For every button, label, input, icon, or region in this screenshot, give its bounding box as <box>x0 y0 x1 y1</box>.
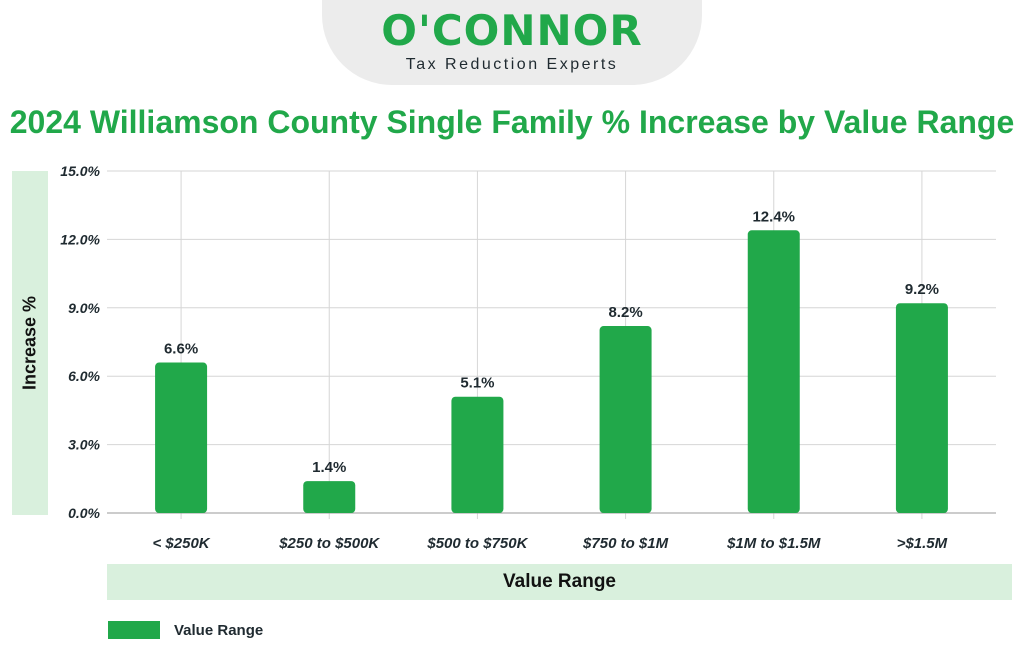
x-tick-label: $1M to $1.5M <box>726 535 821 552</box>
x-tick-label: $500 to $750K <box>426 535 528 552</box>
logo-wordmark: O'CONNOR <box>381 6 643 55</box>
legend: Value Range <box>108 620 263 640</box>
x-tick-label: >$1.5M <box>897 535 948 552</box>
bar <box>895 303 948 513</box>
x-tick-label: $750 to $1M <box>582 535 669 552</box>
data-label: 12.4% <box>752 208 795 225</box>
y-axis-label-band <box>12 171 48 515</box>
y-tick-label: 0.0% <box>68 505 100 521</box>
x-tick-label: < $250K <box>153 535 211 552</box>
y-tick-label: 3.0% <box>68 437 100 453</box>
y-tick-label: 6.0% <box>68 368 100 384</box>
data-label: 1.4% <box>312 459 346 476</box>
data-label: 9.2% <box>905 281 939 298</box>
bar <box>451 396 504 513</box>
x-axis-label: Value Range <box>107 564 1012 600</box>
data-label: 8.2% <box>608 304 642 321</box>
logo-background <box>322 0 702 85</box>
bar <box>155 362 208 513</box>
y-tick-label: 15.0% <box>60 163 100 179</box>
y-tick-label: 9.0% <box>68 300 100 316</box>
x-tick-label: $250 to $500K <box>278 535 380 552</box>
brand-logo: O'CONNOR Tax Reduction Experts <box>322 8 702 74</box>
chart-title: 2024 Williamson County Single Family % I… <box>9 104 1015 140</box>
bar <box>747 230 800 513</box>
y-tick-label: 12.0% <box>60 231 100 247</box>
bar <box>599 326 652 513</box>
logo-tagline: Tax Reduction Experts <box>405 56 619 73</box>
legend-swatch <box>108 621 160 639</box>
data-label: 6.6% <box>164 341 198 358</box>
legend-label: Value Range <box>174 621 264 639</box>
data-label: 5.1% <box>460 375 494 392</box>
bar <box>303 481 356 513</box>
